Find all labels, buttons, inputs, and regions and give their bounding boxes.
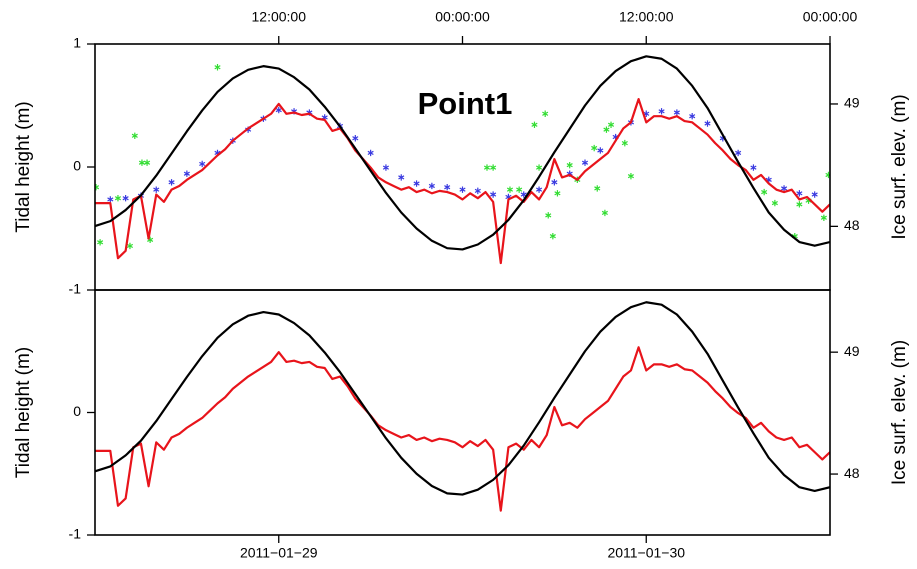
star-marker xyxy=(490,191,497,198)
y-tick-label: -1 xyxy=(69,526,82,542)
star-marker xyxy=(761,188,768,196)
star-marker xyxy=(506,186,514,193)
y2-tick-label: 49 xyxy=(844,95,860,111)
star-marker xyxy=(658,108,665,115)
y-tick-label: -1 xyxy=(69,281,82,297)
x-tick-label: 12:00:00 xyxy=(252,9,307,25)
star-marker xyxy=(535,164,543,171)
y-tick-label: 1 xyxy=(73,35,81,51)
star-marker xyxy=(490,164,497,171)
star-marker xyxy=(138,159,146,166)
star-marker xyxy=(367,149,374,157)
plot-frame xyxy=(94,289,831,536)
y-axis-label: Tidal height (m) xyxy=(13,347,34,478)
star-marker xyxy=(413,180,420,187)
star-marker xyxy=(122,195,129,202)
star-marker xyxy=(689,113,696,120)
y2-tick-label: 48 xyxy=(844,465,860,481)
y2-tick-label: 48 xyxy=(844,217,860,233)
star-marker xyxy=(474,187,481,195)
x-tick-label: 2011−01−29 xyxy=(240,545,318,561)
star-marker xyxy=(545,212,552,219)
star-marker xyxy=(95,183,100,191)
star-marker xyxy=(183,170,190,177)
star-marker xyxy=(143,159,151,166)
star-marker xyxy=(780,185,788,192)
star-marker xyxy=(126,242,134,250)
star-marker xyxy=(673,109,680,116)
star-marker xyxy=(516,186,523,193)
star-marker xyxy=(428,182,435,190)
star-marker xyxy=(581,159,589,166)
star-marker xyxy=(591,144,598,152)
star-marker xyxy=(796,201,803,208)
star-marker xyxy=(603,126,610,133)
star-marker xyxy=(551,179,558,186)
star-marker xyxy=(199,160,206,168)
star-marker xyxy=(549,232,556,240)
star-marker xyxy=(811,191,818,198)
star-marker xyxy=(131,132,138,139)
x-tick-label: 12:00:00 xyxy=(619,9,674,25)
star-marker xyxy=(597,147,604,154)
star-marker xyxy=(735,149,742,157)
star-marker xyxy=(594,185,601,192)
y-axis-label: Tidal height (m) xyxy=(13,101,34,232)
star-marker xyxy=(771,199,778,207)
star-marker xyxy=(168,179,175,186)
x-tick-label: 00:00:00 xyxy=(435,9,490,25)
star-marker xyxy=(621,139,628,147)
star-marker xyxy=(566,161,573,169)
y-tick-label: 0 xyxy=(73,158,81,174)
star-marker xyxy=(114,195,122,202)
star-marker xyxy=(275,106,282,114)
star-marker xyxy=(750,164,757,171)
star-marker xyxy=(704,120,711,127)
series-line xyxy=(95,346,830,512)
star-marker xyxy=(535,186,543,193)
star-marker xyxy=(214,64,221,71)
x-tick-label: 00:00:00 xyxy=(803,9,858,25)
y2-axis-label: Ice surf. elev. (m) xyxy=(889,94,910,239)
star-marker xyxy=(153,186,160,193)
star-marker xyxy=(398,174,405,181)
series-line xyxy=(95,97,830,265)
star-marker xyxy=(97,239,104,246)
x-tick-label: 2011−01−30 xyxy=(607,545,685,561)
star-marker xyxy=(531,121,538,128)
star-marker xyxy=(352,135,359,142)
y-tick-label: 0 xyxy=(73,403,81,419)
y2-tick-label: 49 xyxy=(844,343,860,359)
chart-title: Point1 xyxy=(418,86,513,121)
star-marker xyxy=(601,209,608,217)
series-line xyxy=(95,301,830,496)
star-marker xyxy=(825,171,830,179)
y2-axis-label: Ice surf. elev. (m) xyxy=(889,340,910,485)
star-marker xyxy=(483,164,491,171)
star-marker xyxy=(382,164,390,171)
star-marker xyxy=(107,196,114,203)
series-line xyxy=(95,55,830,251)
star-marker xyxy=(554,190,561,197)
star-marker xyxy=(459,186,466,193)
star-marker xyxy=(607,121,615,128)
star-marker xyxy=(542,110,549,117)
star-marker xyxy=(444,183,451,191)
star-marker xyxy=(627,172,635,180)
star-marker xyxy=(820,214,827,221)
star-marker xyxy=(796,190,803,197)
